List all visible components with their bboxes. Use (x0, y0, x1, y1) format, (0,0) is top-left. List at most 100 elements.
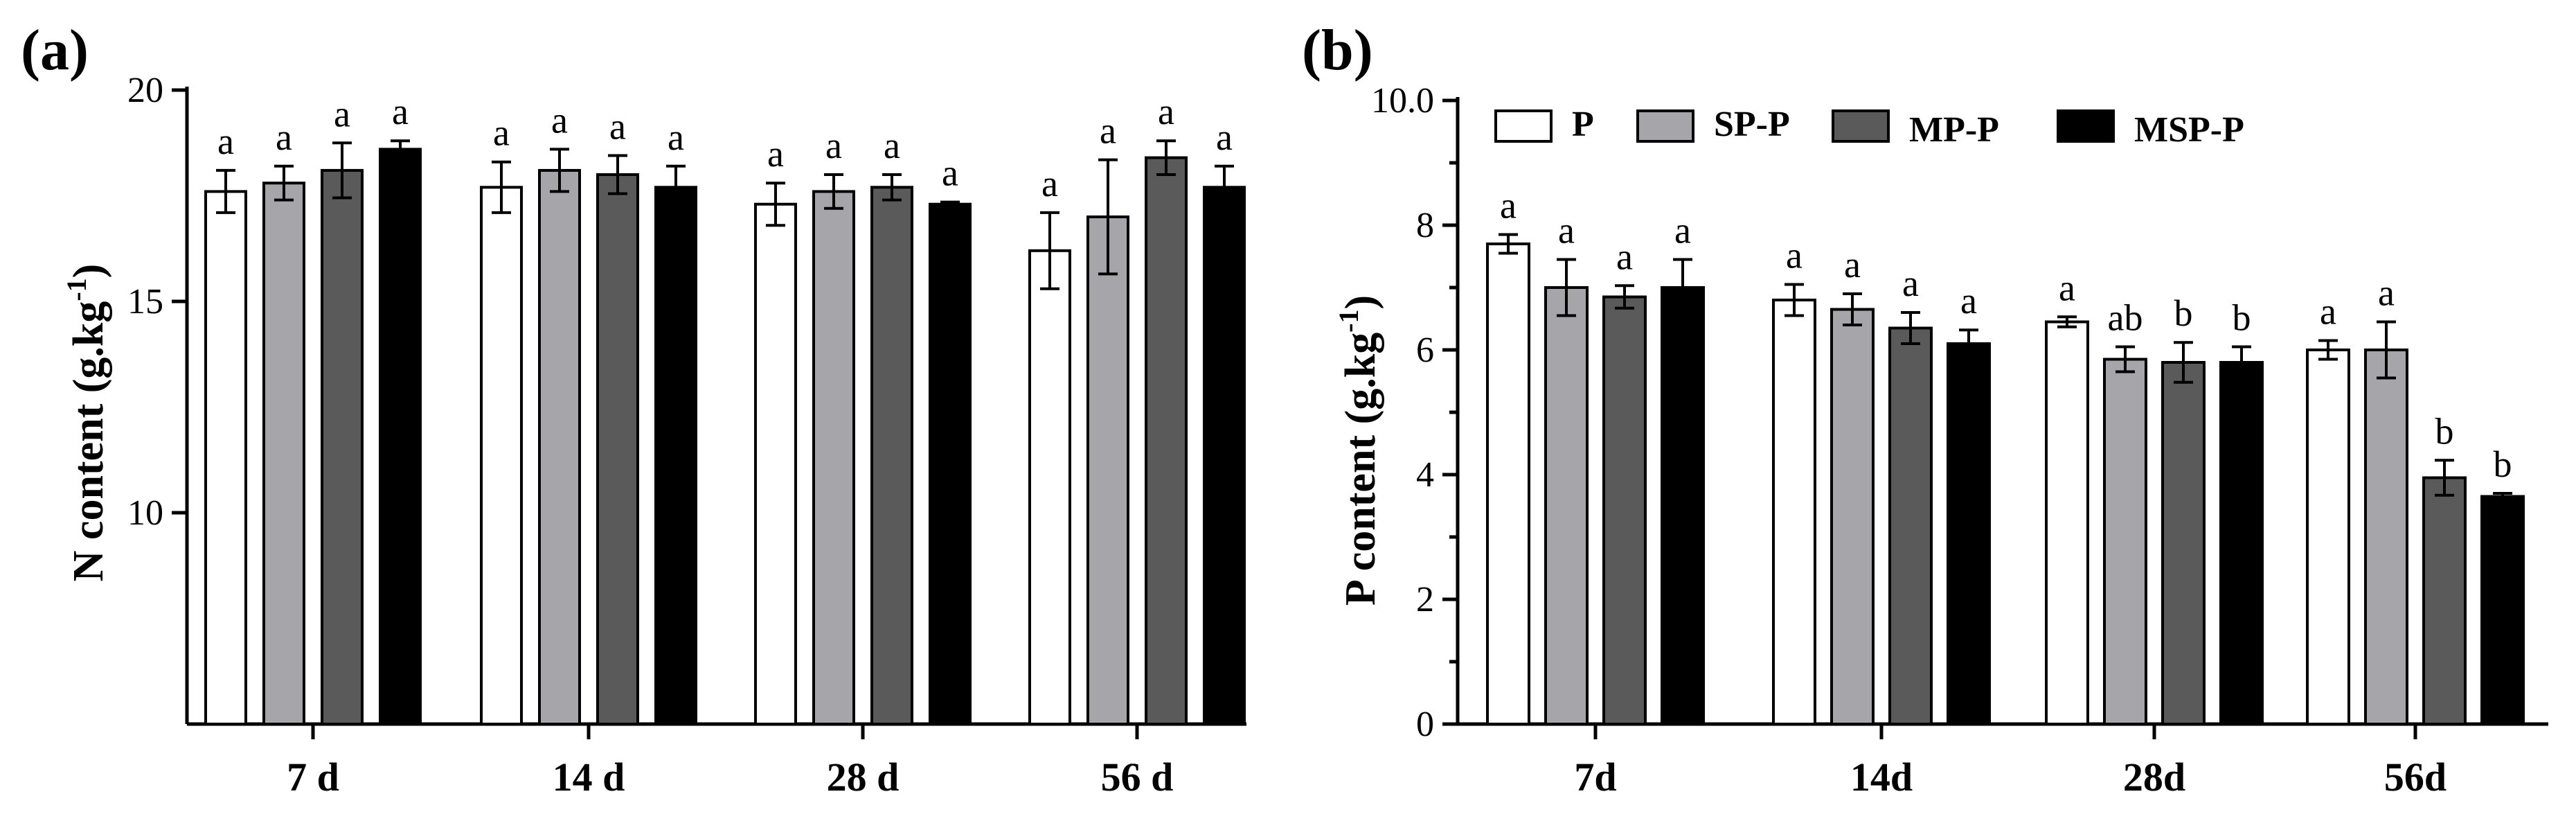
panel-a-bar-msp-p (1203, 186, 1246, 725)
panel-a-x-tick-label: 28 d (827, 755, 900, 800)
panel-b-significance-letter: b (2435, 410, 2454, 452)
panel-b-bar-mp-p (2161, 361, 2206, 725)
panel-b-x-tick-label: 56d (2384, 755, 2447, 800)
panel-a-significance-letter: a (1216, 116, 1233, 158)
panel-b-significance-letter: ab (2108, 297, 2143, 339)
panel-a-bar-msp-p (379, 148, 422, 725)
panel-b-bar-sp-p (2103, 358, 2147, 725)
panel-b-label: (b) (1302, 18, 1373, 82)
panel-a-bar-msp-p (654, 186, 697, 725)
panel-b-bar-p (2045, 320, 2089, 725)
panel-a-bar-sp-p (538, 168, 581, 725)
panel-a-significance-letter: a (493, 112, 510, 154)
legend-label-mp-p: MP-P (1909, 110, 1999, 150)
legend-swatch-msp-p (2057, 109, 2115, 143)
panel-a-y-axis-title: N content (g.kg-1) (61, 264, 112, 582)
panel-a-significance-letter: a (1041, 163, 1058, 204)
panel-a-bar-mp-p (1145, 156, 1188, 726)
panel-a-x-tick-label: 56 d (1101, 755, 1174, 800)
panel-b-significance-letter: a (1500, 185, 1517, 227)
panel-b-y-tick-label: 6 (1416, 331, 1434, 370)
panel-b-significance-letter: a (2320, 291, 2336, 333)
panel-b-significance-letter: a (1902, 263, 1919, 304)
panel-b-bar-msp-p (1947, 342, 1991, 725)
legend: P SP-P MP-P MSP-P (1494, 105, 2244, 150)
panel-a-y-tick-label: 10 (127, 493, 163, 533)
panel-b-ylabel-sup: -1 (1333, 309, 1364, 332)
panel-a-y-tick-label: 20 (127, 71, 163, 110)
panel-b-bar-msp-p (2480, 495, 2525, 725)
panel-b-significance-letter: b (2494, 443, 2512, 485)
panel-a-bar-p (480, 186, 523, 725)
panel-b-bar-sp-p (2364, 349, 2408, 725)
panel-a-significance-letter: a (334, 93, 350, 134)
panel-a-bar-p (1028, 249, 1071, 725)
panel-a-ylabel-close: ) (65, 264, 112, 279)
panel-a-x-tick-label: 7 d (287, 755, 339, 800)
panel-a-significance-letter: a (884, 125, 900, 166)
panel-b-y-tick-label: 2 (1416, 580, 1434, 619)
panel-b-x-tick-label: 14d (1850, 755, 1913, 800)
panel-a-x-tick-label: 14 d (553, 755, 625, 800)
panel-a-significance-letter: a (217, 121, 234, 162)
panel-a-ylabel-sup: -1 (61, 278, 92, 301)
legend-label-p: P (1572, 105, 1594, 144)
panel-a-significance-letter: a (551, 99, 568, 141)
panel-b-ylabel-main: P content (g.kg (1337, 333, 1384, 606)
panel-a-significance-letter: a (1100, 110, 1116, 152)
panel-a-bar-p (754, 202, 797, 725)
panel-a-bar-sp-p (1086, 215, 1129, 725)
legend-label-sp-p: SP-P (1714, 105, 1790, 144)
panel-a-significance-letter: a (609, 106, 626, 148)
panel-b-significance-letter: b (2174, 292, 2193, 334)
panel-a-significance-letter: a (1158, 91, 1174, 132)
panel-b-bar-sp-p (1544, 286, 1589, 725)
panel-a-label: (a) (21, 18, 89, 82)
legend-swatch-p (1494, 109, 1553, 143)
panel-a-bar-mp-p (870, 186, 913, 725)
panel-b-bar-mp-p (2422, 476, 2467, 725)
panel-b-x-tick-label: 28d (2123, 755, 2185, 800)
panel-a-bar-msp-p (929, 202, 972, 725)
panel-b-y-tick-label: 8 (1416, 206, 1434, 245)
panel-b-significance-letter: a (1674, 210, 1691, 252)
legend-label-msp-p: MSP-P (2134, 110, 2244, 150)
legend-swatch-sp-p (1636, 109, 1694, 143)
panel-a-bar-p (204, 190, 247, 725)
panel-b-chart: (b) P content (g.kg-1) P SP-P MP-P MSP-P 0 2… (1302, 18, 2548, 800)
panel-b-ylabel-close: ) (1337, 295, 1384, 310)
panel-b-y-axis-title: P content (g.kg-1) (1333, 295, 1384, 606)
panel-a-ylabel-main: N content (g.kg (65, 301, 112, 582)
panel-a-bar-sp-p (812, 190, 855, 725)
panel-a-y-tick-label: 15 (127, 282, 163, 321)
panel-a-significance-letter: a (392, 91, 409, 132)
panel-a-significance-letter: a (276, 116, 292, 158)
panel-b-significance-letter: a (1960, 280, 1977, 321)
panel-a-bar-mp-p (596, 173, 639, 725)
panel-b-significance-letter: a (2378, 272, 2395, 314)
panel-b-bar-msp-p (1661, 286, 1705, 725)
panel-a-significance-letter: a (942, 152, 958, 194)
panel-b-bar-sp-p (1830, 308, 1875, 725)
panel-b-bar-p (1772, 299, 1816, 725)
panel-b-bar-mp-p (1602, 295, 1647, 725)
panel-a-significance-letter: a (825, 125, 842, 166)
legend-swatch-mp-p (1832, 109, 1890, 143)
panel-b-bar-msp-p (2219, 361, 2264, 725)
panel-a-bar-sp-p (262, 182, 305, 725)
panel-b-bar-mp-p (1888, 326, 1933, 725)
panel-b-y-tick-label: 10.0 (1371, 81, 1434, 121)
panel-a-significance-letter: a (668, 116, 684, 158)
panel-b-x-tick-label: 7d (1574, 755, 1616, 800)
panel-b-significance-letter: a (1558, 210, 1575, 252)
panel-b-y-tick-label: 4 (1416, 455, 1434, 495)
panel-b-y-tick-label: 0 (1416, 705, 1434, 744)
panel-b-significance-letter: a (1786, 235, 1803, 276)
panel-b-significance-letter: a (1616, 236, 1633, 277)
panel-b-significance-letter: b (2233, 297, 2251, 339)
panel-b-bar-p (2306, 349, 2350, 725)
panel-a-significance-letter: a (767, 133, 784, 175)
panel-b-significance-letter: a (1844, 244, 1861, 285)
